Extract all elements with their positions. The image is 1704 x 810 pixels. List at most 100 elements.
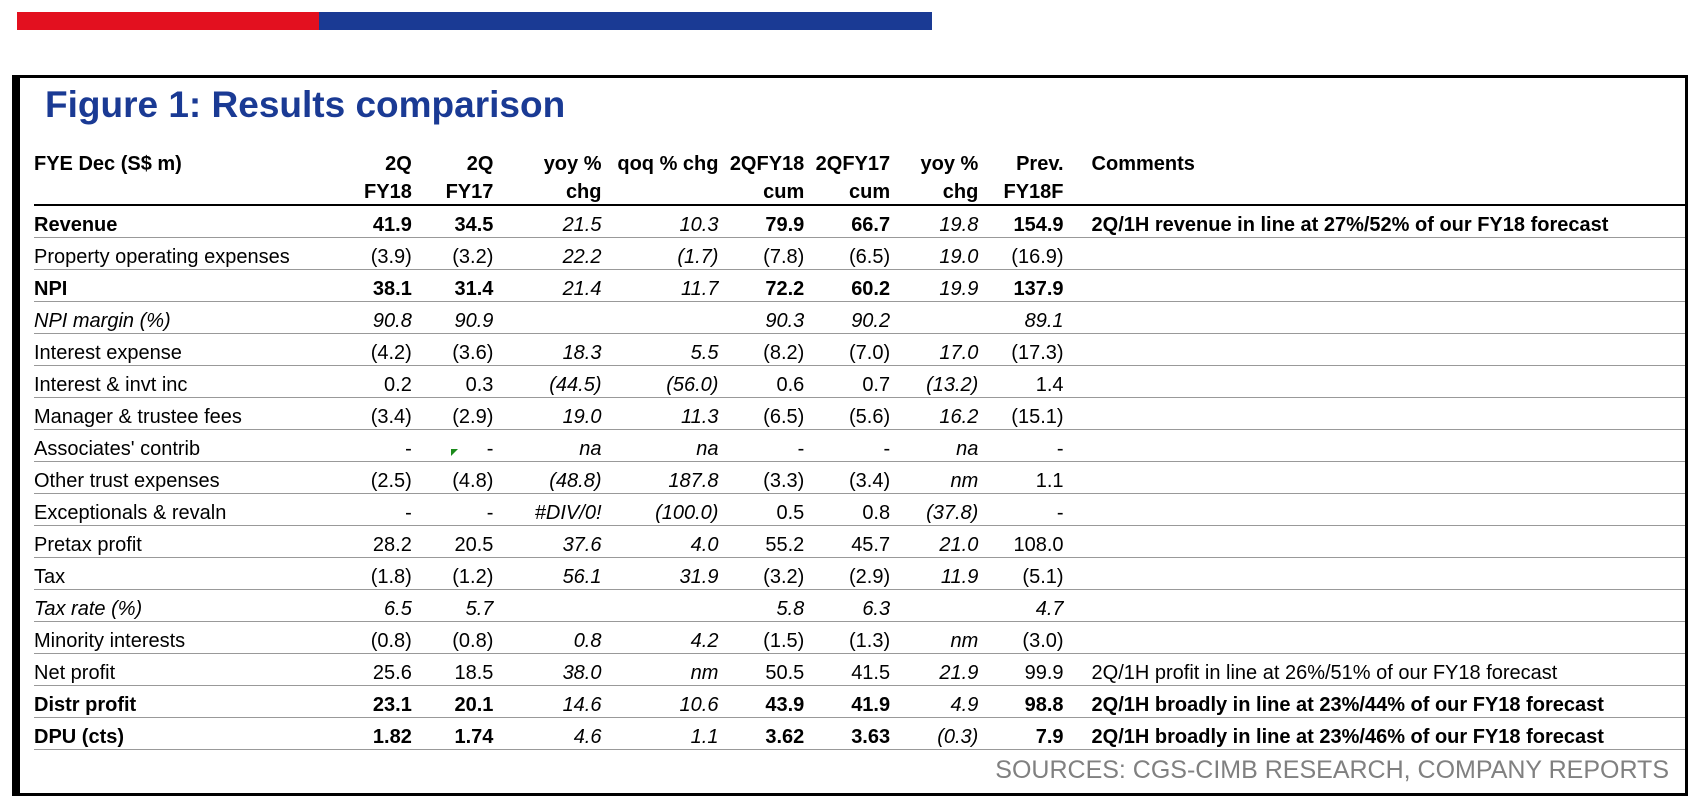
header-cell: yoy % xyxy=(543,153,602,175)
value-cell: (3.4) xyxy=(340,397,412,430)
value-cell: 1.1 xyxy=(978,461,1064,494)
value-cell: - xyxy=(411,429,494,462)
header-row-1: FYE Dec (S$ m) 2Q 2Q yoy % qoq % chg 2QFY18 2Q… xyxy=(34,148,1685,176)
header-cell: cum xyxy=(804,176,891,206)
value-cell: 41.5 xyxy=(804,653,891,686)
value-cell: 98.8 xyxy=(978,685,1064,718)
value-cell: (0.8) xyxy=(411,621,494,654)
comment-cell: 2Q/1H revenue in line at 27%/52% of our … xyxy=(1063,205,1685,238)
header-cell xyxy=(34,176,341,206)
value-cell: 79.9 xyxy=(718,205,805,238)
value-cell: 11.3 xyxy=(601,397,719,430)
value-cell xyxy=(890,589,979,622)
value-cell: 0.5 xyxy=(718,493,805,526)
value-cell: 5.8 xyxy=(718,589,805,622)
table-row: NPI 38.1 31.4 21.4 11.7 72.2 60.2 19.9 137.9 xyxy=(34,269,1685,302)
value-cell: 1.4 xyxy=(978,365,1064,398)
value-cell: 41.9 xyxy=(340,205,412,238)
value-cell: 99.9 xyxy=(978,653,1064,686)
comment-cell xyxy=(1063,557,1685,590)
header-cell: yoy % xyxy=(920,153,979,175)
value-cell: - xyxy=(718,429,805,462)
header-cell: FYE Dec (S$ m) xyxy=(34,153,182,175)
value-cell: 108.0 xyxy=(978,525,1064,558)
value-cell: 0.8 xyxy=(804,493,891,526)
table-row: Distr profit 23.1 20.1 14.6 10.6 43.9 41.9 4.9 9… xyxy=(34,685,1685,718)
value-cell: 89.1 xyxy=(978,301,1064,334)
value-cell: 21.4 xyxy=(493,269,602,302)
comment-cell xyxy=(1063,525,1685,558)
value-cell: - xyxy=(340,493,412,526)
value-cell: 0.6 xyxy=(718,365,805,398)
comment-cell xyxy=(1063,237,1685,270)
value-cell: 0.3 xyxy=(411,365,494,398)
table-row: NPI margin (%) 90.8 90.9 90.3 90.2 89.1 xyxy=(34,301,1685,334)
figure-title: Figure 1: Results comparison xyxy=(45,84,566,125)
row-label: Distr profit xyxy=(34,685,341,718)
value-cell: (3.6) xyxy=(411,333,494,366)
value-cell: (6.5) xyxy=(718,397,805,430)
row-label: Pretax profit xyxy=(34,525,341,558)
value-cell: 90.2 xyxy=(804,301,891,334)
value-cell: (2.9) xyxy=(411,397,494,430)
header-cell: FY18 xyxy=(340,176,412,206)
header-cell: FY18F xyxy=(978,176,1064,206)
value-cell: (48.8) xyxy=(493,461,602,494)
value-cell: 45.7 xyxy=(804,525,891,558)
header-cell: cum xyxy=(718,176,805,206)
value-cell: (100.0) xyxy=(601,493,719,526)
value-cell: 38.0 xyxy=(493,653,602,686)
value-cell: 34.5 xyxy=(411,205,494,238)
value-cell: 60.2 xyxy=(804,269,891,302)
table-row: Tax (1.8) (1.2) 56.1 31.9 (3.2) (2.9) 11.9 (5.1) xyxy=(34,557,1685,590)
table-row: DPU (cts) 1.82 1.74 4.6 1.1 3.62 3.63 (0.3) 7.9 2… xyxy=(34,717,1685,750)
value-cell: 4.6 xyxy=(493,717,602,750)
value-cell: (56.0) xyxy=(601,365,719,398)
value-cell: (3.3) xyxy=(718,461,805,494)
cell-comment-marker xyxy=(451,449,458,456)
figure-frame: Figure 1: Results comparison FYE Dec (S$… xyxy=(12,75,1688,796)
value-cell: 4.2 xyxy=(601,621,719,654)
value-cell: 37.6 xyxy=(493,525,602,558)
value-cell: 4.0 xyxy=(601,525,719,558)
value-cell: (5.6) xyxy=(804,397,891,430)
value-cell: - xyxy=(804,429,891,462)
table-row: Property operating expenses (3.9) (3.2) 22.… xyxy=(34,237,1685,270)
value-cell: na xyxy=(601,429,719,462)
value-cell: 18.3 xyxy=(493,333,602,366)
row-label: Other trust expenses xyxy=(34,461,341,494)
value-cell: (7.0) xyxy=(804,333,891,366)
table-row: Interest & invt inc 0.2 0.3 (44.5) (56.0) 0.6… xyxy=(34,365,1685,398)
header-cell: chg xyxy=(890,176,979,206)
value-cell: 7.9 xyxy=(978,717,1064,750)
row-label: NPI margin (%) xyxy=(34,301,341,334)
results-table: FYE Dec (S$ m) 2Q 2Q yoy % qoq % chg 2QFY18 2Q… xyxy=(34,148,1685,750)
value-cell: (37.8) xyxy=(890,493,979,526)
row-label: Tax rate (%) xyxy=(34,589,341,622)
value-cell: 0.8 xyxy=(493,621,602,654)
header-row-2: FY18 FY17 chg cum cum chg FY18F xyxy=(34,176,1685,206)
value-cell xyxy=(601,589,719,622)
header-cell: 2Q xyxy=(385,153,412,175)
row-label: Revenue xyxy=(34,205,341,238)
value-cell: (3.9) xyxy=(340,237,412,270)
table-row: Manager & trustee fees (3.4) (2.9) 19.0 11.3… xyxy=(34,397,1685,430)
value-cell: 20.1 xyxy=(411,685,494,718)
value-cell: (6.5) xyxy=(804,237,891,270)
value-cell: nm xyxy=(890,621,979,654)
comment-cell xyxy=(1063,429,1685,462)
value-cell: 31.9 xyxy=(601,557,719,590)
header-cell: chg xyxy=(493,176,602,206)
value-cell: 0.2 xyxy=(340,365,412,398)
comment-cell: 2Q/1H broadly in line at 23%/46% of our … xyxy=(1063,717,1685,750)
value-cell: 72.2 xyxy=(718,269,805,302)
table-row: Pretax profit 28.2 20.5 37.6 4.0 55.2 45.7 21.0… xyxy=(34,525,1685,558)
value-cell: 28.2 xyxy=(340,525,412,558)
value-cell: 154.9 xyxy=(978,205,1064,238)
value-cell: 38.1 xyxy=(340,269,412,302)
comment-cell xyxy=(1063,333,1685,366)
table-row: Exceptionals & revaln - - #DIV/0! (100.0) 0.5… xyxy=(34,493,1685,526)
value-cell: (1.3) xyxy=(804,621,891,654)
brand-bar-blue xyxy=(319,12,932,30)
value-cell: (1.2) xyxy=(411,557,494,590)
